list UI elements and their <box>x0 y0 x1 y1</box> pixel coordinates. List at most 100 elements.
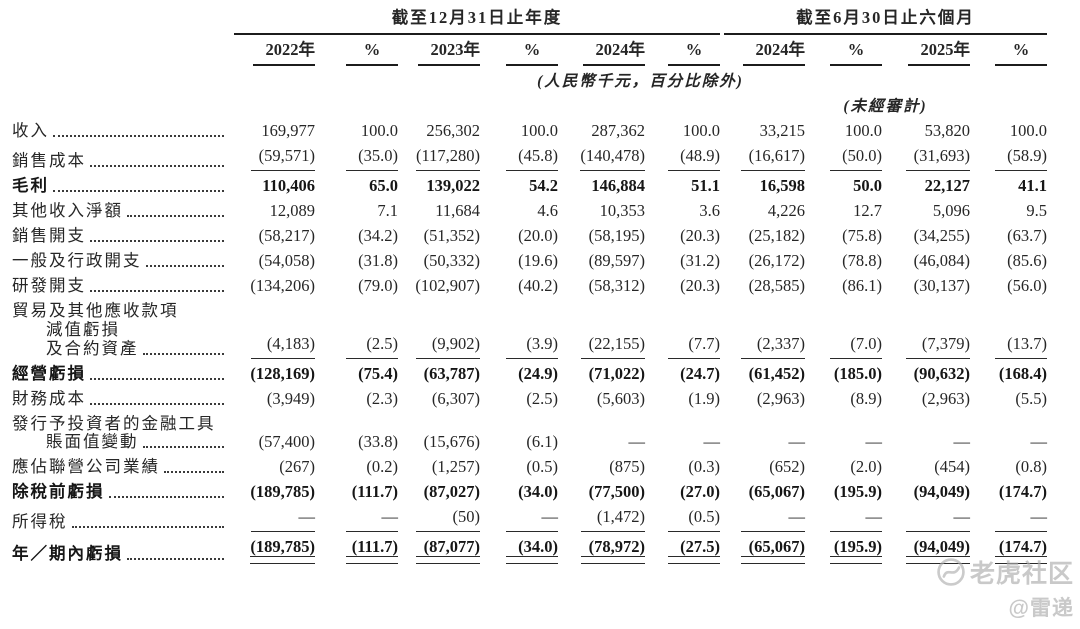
cell-value: 65.0 <box>369 175 398 195</box>
dotted-leader <box>142 446 224 449</box>
cell-value: — <box>788 432 806 452</box>
cell-value: 139,022 <box>426 175 480 195</box>
cell-value: (20.3) <box>680 225 720 245</box>
cell-value: (56.0) <box>1007 275 1047 295</box>
cell-value: 12,089 <box>269 200 315 220</box>
unaudited-note-cell: (未經審計) <box>722 94 1049 119</box>
cell-value: (0.5) <box>526 457 558 477</box>
row-label: 所得稅 <box>10 505 232 535</box>
cell-value: 50.0 <box>853 175 882 195</box>
cell-value: — <box>972 505 1049 535</box>
col-header-pct-5: % <box>972 38 1049 69</box>
cell-value: (94,049) <box>913 482 970 502</box>
cell-value: (86.1) <box>842 275 882 295</box>
cell-value: (50.0) <box>807 144 884 174</box>
cell-value: (875) <box>609 457 645 477</box>
row-label-text: 減值虧損 <box>46 319 120 339</box>
table-row: 一般及行政開支 (54,058) (31.8) (50,332) (19.6) (89,5… <box>10 249 1049 274</box>
cell-value: (9,902) <box>400 299 482 362</box>
cell-value: 146,884 <box>591 175 645 195</box>
row-label-text: 賬面值變動 <box>46 432 139 452</box>
cell-value: (7.0) <box>807 299 884 362</box>
cell-value: (25,182) <box>748 225 805 245</box>
cell-value: (58,195) <box>588 225 645 245</box>
cell-value: (22,155) <box>560 299 647 362</box>
dotted-leader <box>145 264 224 267</box>
six-month-group-header: 截至6月30日止六個月 <box>722 6 1049 38</box>
table-body: 收入 169,977 100.0 256,302 100.0 287,362 100.0 33… <box>10 119 1049 567</box>
cell-value: (31,693) <box>884 144 972 174</box>
dotted-leader <box>142 352 224 355</box>
col-header-pct-1: % <box>317 38 400 69</box>
cell-value: (0.3) <box>688 457 720 477</box>
table-row: 除稅前虧損 (189,785) (111.7) (87,027) (34.0) (77,5… <box>10 480 1049 505</box>
cell-value: 100.0 <box>682 120 720 140</box>
cell-value: (174.7) <box>972 535 1049 567</box>
cell-value: (174.7) <box>998 482 1047 502</box>
table-row: 貿易及其他應收款項 減值虧損 及合約資產 (4,183) (2.5) (9,902) (3.… <box>10 299 1049 362</box>
cell-value: 51.1 <box>691 175 720 195</box>
cell-value: 100.0 <box>360 120 398 140</box>
cell-value: (27.0) <box>680 482 720 502</box>
cell-value: — <box>232 505 317 535</box>
unit-note: (人民幣千元，百分比除外) <box>537 72 744 90</box>
col-header-pct-3: % <box>647 38 722 69</box>
row-label-text: 毛利 <box>12 175 49 195</box>
cell-value: (20.3) <box>680 275 720 295</box>
col-header-2025-interim: 2025年 <box>884 38 972 69</box>
cell-value: (45.8) <box>482 144 560 174</box>
cell-value: 10,353 <box>599 200 645 220</box>
cell-value: 41.1 <box>1018 175 1047 195</box>
cell-value: (34.2) <box>358 225 398 245</box>
label-column-header <box>10 6 232 38</box>
cell-value: (7.7) <box>647 299 722 362</box>
row-label-text: 研發開支 <box>12 275 86 295</box>
cell-value: (48.9) <box>647 144 722 174</box>
table-row: 銷售開支 (58,217) (34.2) (51,352) (20.0) (58,195)… <box>10 224 1049 249</box>
financial-statements-table: 截至12月31日止年度 截至6月30日止六個月 2022年 % 2023年 % … <box>10 6 1049 567</box>
cell-value: (24.9) <box>518 363 558 383</box>
cell-value: 7.1 <box>377 200 398 220</box>
cell-value: (94,049) <box>884 535 972 567</box>
dotted-leader <box>71 526 224 529</box>
cell-value: (35.0) <box>317 144 400 174</box>
dotted-leader <box>127 214 224 217</box>
cell-value: (195.9) <box>833 482 882 502</box>
cell-value: (652) <box>769 457 805 477</box>
row-label: 銷售成本 <box>10 144 232 174</box>
cell-value: (19.6) <box>518 250 558 270</box>
cell-value: (2.5) <box>526 388 558 408</box>
row-label: 銷售開支 <box>10 224 232 249</box>
unaudited-note-row: (未經審計) <box>10 94 1049 119</box>
cell-value: 169,977 <box>261 120 315 140</box>
cell-value: (16,617) <box>722 144 807 174</box>
label-column-header <box>10 38 232 69</box>
cell-value: (117,280) <box>400 144 482 174</box>
cell-value: (58,217) <box>258 225 315 245</box>
cell-value: (33.8) <box>358 432 398 452</box>
dotted-leader <box>90 239 224 242</box>
cell-value: (5,603) <box>596 388 645 408</box>
col-header-pct-2: % <box>482 38 560 69</box>
cell-value: (2,337) <box>722 299 807 362</box>
cell-value: (8.9) <box>850 388 882 408</box>
row-label-text: 收入 <box>12 120 49 140</box>
table-row: 發行予投資者的金融工具 賬面值變動 (57,400) (33.8) (15,676) (6… <box>10 412 1049 456</box>
row-label: 毛利 <box>10 174 232 199</box>
cell-value: (50) <box>400 505 482 535</box>
table-row: 其他收入淨額 12,089 7.1 11,684 4.6 10,353 3.6 4,226 12… <box>10 199 1049 224</box>
cell-value: 100.0 <box>844 120 882 140</box>
cell-value: 11,684 <box>435 200 480 220</box>
col-header-2023: 2023年 <box>400 38 482 69</box>
cell-value: 110,406 <box>262 175 315 195</box>
cell-value: (111.7) <box>351 482 398 502</box>
group-header-row: 截至12月31日止年度 截至6月30日止六個月 <box>10 6 1049 38</box>
dotted-leader <box>108 496 224 499</box>
cell-value: (40.2) <box>518 275 558 295</box>
cell-value: (59,571) <box>232 144 317 174</box>
col-header-2024-interim: 2024年 <box>722 38 807 69</box>
cell-value: 54.2 <box>529 175 558 195</box>
cell-value: (15,676) <box>423 432 480 452</box>
cell-value: (54,058) <box>258 250 315 270</box>
row-label: 年／期內虧損 <box>10 535 232 567</box>
